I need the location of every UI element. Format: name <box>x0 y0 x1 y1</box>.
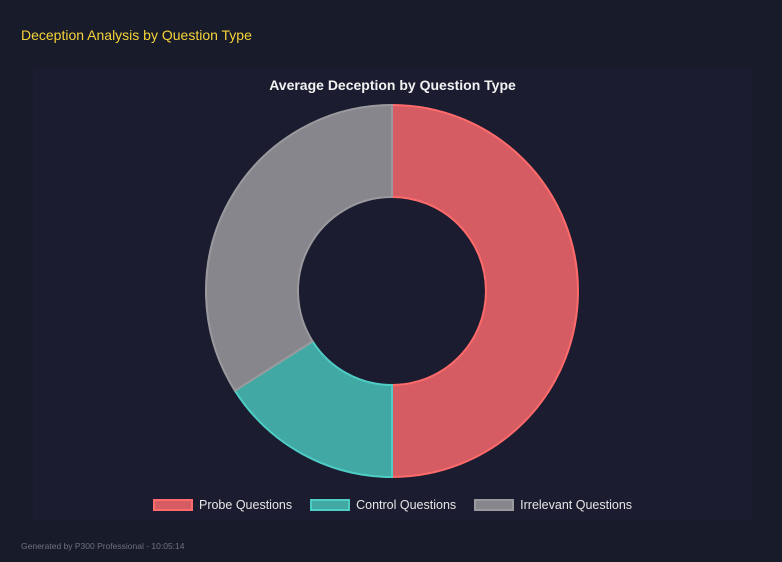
legend-label: Control Questions <box>356 498 457 512</box>
legend-swatch <box>152 499 193 511</box>
chart-title: Average Deception by Question Type <box>269 77 516 93</box>
donut-slice-irrelevant-questions[interactable] <box>205 103 393 393</box>
page-title: Deception Analysis by Question Type <box>21 27 252 43</box>
footer-text: Generated by P300 Professional - 10:05:1… <box>21 541 185 551</box>
donut-slice-probe-questions[interactable] <box>391 103 579 479</box>
legend: Probe Questions Control Questions Irrele… <box>33 498 752 512</box>
legend-label: Probe Questions <box>198 498 293 512</box>
legend-item-irrelevant[interactable]: Irrelevant Questions <box>474 498 632 512</box>
chart-panel: Average Deception by Question Type Probe… <box>33 66 752 521</box>
donut-slice-control-questions[interactable] <box>233 339 393 479</box>
donut-chart <box>205 103 579 479</box>
legend-label: Irrelevant Questions <box>520 498 633 512</box>
legend-swatch <box>474 499 515 511</box>
legend-item-probe[interactable]: Probe Questions <box>152 498 293 512</box>
legend-swatch <box>310 499 351 511</box>
legend-item-control[interactable]: Control Questions <box>310 498 456 512</box>
